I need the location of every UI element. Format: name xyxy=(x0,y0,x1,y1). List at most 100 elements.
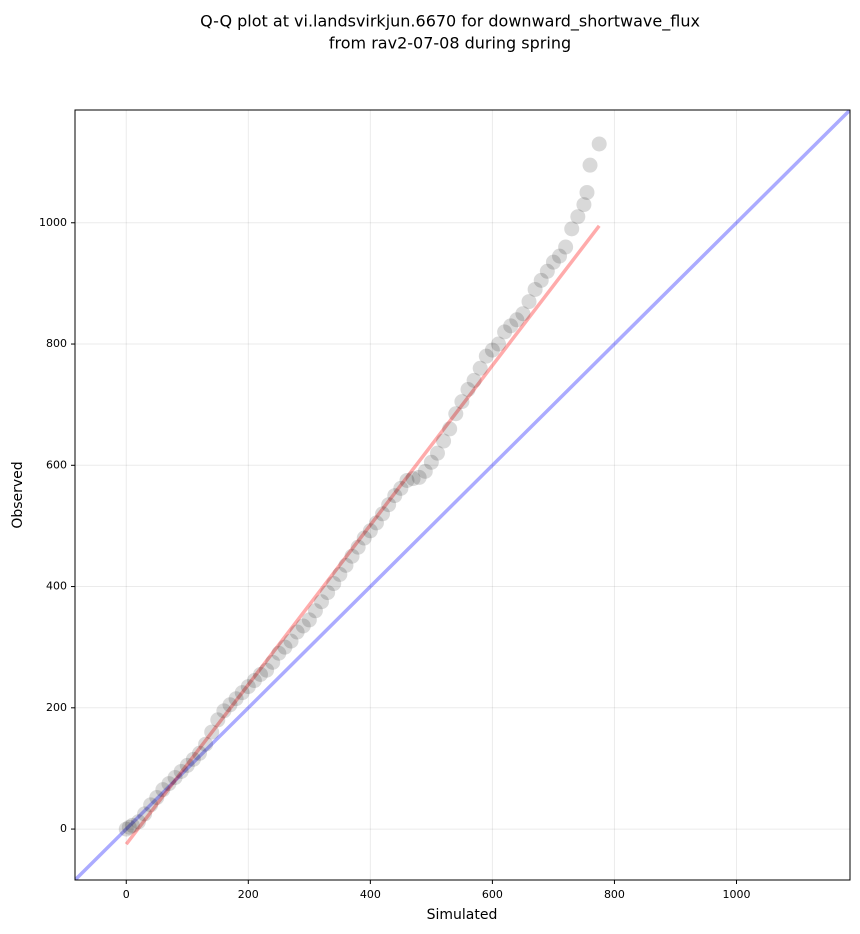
point xyxy=(326,576,342,592)
point xyxy=(558,239,574,255)
y-tick-label: 800 xyxy=(46,337,67,350)
point xyxy=(491,336,507,352)
point xyxy=(265,654,281,670)
point xyxy=(307,603,323,619)
point xyxy=(417,463,433,479)
point xyxy=(228,691,244,707)
point xyxy=(259,662,275,678)
point xyxy=(454,394,470,410)
point xyxy=(375,506,391,522)
y-tick-label: 600 xyxy=(46,458,67,471)
point xyxy=(283,633,299,649)
point xyxy=(368,515,384,531)
point xyxy=(387,488,403,504)
reference-line xyxy=(75,110,850,880)
point xyxy=(582,157,598,173)
point xyxy=(515,306,531,322)
axes-frame xyxy=(74,109,851,881)
point xyxy=(155,782,171,798)
point xyxy=(579,184,595,200)
point xyxy=(448,406,464,422)
point xyxy=(509,312,525,328)
point xyxy=(503,318,519,334)
y-tick-label: 1000 xyxy=(39,216,67,229)
point xyxy=(381,497,397,513)
point xyxy=(344,548,360,564)
point xyxy=(314,594,330,610)
point xyxy=(222,697,238,713)
point xyxy=(521,294,537,310)
point xyxy=(173,763,189,779)
x-tick-label: 400 xyxy=(360,888,381,901)
point xyxy=(460,382,476,398)
point xyxy=(301,612,317,628)
point xyxy=(271,645,287,661)
x-tick-label: 1000 xyxy=(722,888,750,901)
point xyxy=(277,639,293,655)
y-axis-label: Observed xyxy=(10,461,26,528)
point xyxy=(118,821,134,837)
point xyxy=(356,530,372,546)
point xyxy=(332,566,348,582)
point xyxy=(253,666,269,682)
point xyxy=(539,263,555,279)
point xyxy=(399,472,415,488)
x-tick-label: 200 xyxy=(238,888,259,901)
x-tick-label: 800 xyxy=(604,888,625,901)
point xyxy=(533,272,549,288)
point xyxy=(167,770,183,786)
point xyxy=(198,736,214,752)
point xyxy=(350,539,366,555)
point xyxy=(576,197,592,213)
point xyxy=(130,814,146,830)
point xyxy=(338,557,354,573)
point xyxy=(570,209,586,225)
point xyxy=(545,254,561,270)
x-tick-label: 0 xyxy=(123,888,130,901)
point xyxy=(527,281,543,297)
point xyxy=(216,703,232,719)
point xyxy=(149,790,165,806)
point xyxy=(191,745,207,761)
point xyxy=(564,221,580,237)
point xyxy=(204,724,220,740)
point xyxy=(137,806,153,822)
point xyxy=(478,348,494,364)
y-tick-label: 0 xyxy=(60,822,67,835)
x-axis-label: Simulated xyxy=(427,907,498,923)
point xyxy=(436,433,452,449)
point xyxy=(405,471,421,487)
chart-title: Q-Q plot at vi.landsvirkjun.6670 for dow… xyxy=(200,12,700,32)
point xyxy=(246,673,262,689)
point xyxy=(240,679,256,695)
point xyxy=(411,469,427,485)
x-tick-label: 600 xyxy=(482,888,503,901)
point xyxy=(552,248,568,264)
point xyxy=(295,618,311,634)
point xyxy=(320,585,336,601)
point xyxy=(210,712,226,728)
y-tick-label: 200 xyxy=(46,701,67,714)
point xyxy=(591,136,607,152)
fit-line xyxy=(124,224,601,846)
point xyxy=(393,480,409,496)
point xyxy=(423,454,439,470)
point xyxy=(121,819,137,835)
chart-title: from rav2-07-08 during spring xyxy=(329,34,571,53)
point xyxy=(429,445,445,461)
point xyxy=(234,685,250,701)
point xyxy=(362,523,378,539)
point xyxy=(161,776,177,792)
point xyxy=(179,757,195,773)
point xyxy=(289,624,305,640)
y-tick-label: 400 xyxy=(46,580,67,593)
point xyxy=(466,372,482,388)
point xyxy=(185,751,201,767)
point xyxy=(442,421,458,437)
point xyxy=(124,817,140,833)
point xyxy=(472,360,488,376)
point xyxy=(484,342,500,358)
point xyxy=(143,797,159,813)
point xyxy=(497,324,513,340)
